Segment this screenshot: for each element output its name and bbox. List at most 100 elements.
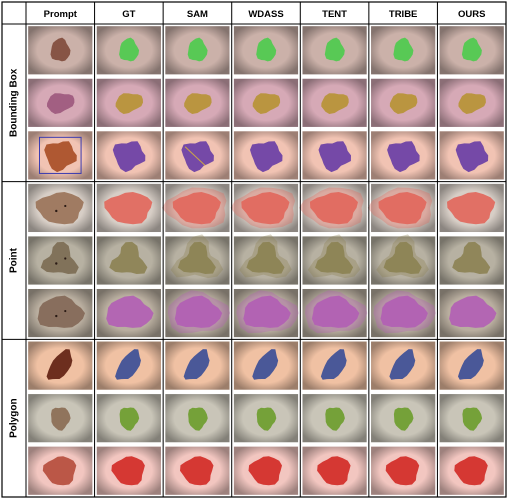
- cell-polygon-r3-wdass: [233, 446, 299, 495]
- segmentation-mask: [119, 37, 140, 62]
- cell-point-r3-tent: [302, 288, 368, 338]
- column-header-wdass: WDASS: [248, 9, 283, 20]
- lesion: [44, 141, 77, 173]
- cell-polygon-r3-tent: [302, 446, 367, 495]
- cell-bounding-box-r2-wdass: [233, 78, 299, 127]
- cell-polygon-r3-sam: [165, 446, 230, 495]
- cell-polygon-r2-prompt: [28, 394, 93, 443]
- lesion: [40, 241, 79, 274]
- segmentation-mask: [383, 241, 422, 274]
- segmentation-mask: [243, 295, 291, 328]
- segmentation-mask: [315, 241, 354, 274]
- cell-point-r3-tribe: [371, 288, 436, 338]
- lesion: [50, 37, 71, 62]
- segmentation-mask: [449, 295, 497, 328]
- segmentation-mask: [457, 349, 484, 380]
- segmentation-mask: [393, 37, 414, 62]
- cell-point-r2-prompt: [28, 236, 93, 285]
- cell-bounding-box-r3-ours: [439, 131, 504, 180]
- segmentation-mask: [455, 141, 489, 173]
- cell-bounding-box-r3-prompt: [28, 131, 93, 180]
- segmentation-mask: [318, 141, 351, 173]
- cell-bounding-box-r1-ours: [439, 26, 504, 75]
- segmentation-mask: [378, 192, 427, 225]
- point-prompt: [64, 309, 67, 313]
- cell-bounding-box-r2-gt: [96, 78, 161, 127]
- cell-polygon-r1-tribe: [371, 341, 436, 390]
- column-header-tribe: TRIBE: [389, 9, 418, 20]
- bounding-box-prompt: [38, 136, 82, 174]
- segmentation-mask: [385, 456, 420, 486]
- cell-point-r3-sam: [165, 288, 231, 338]
- cell-point-r3-ours: [439, 288, 504, 338]
- cell-bounding-box-r3-gt: [96, 131, 161, 180]
- segmentation-mask: [109, 241, 148, 274]
- segmentation-mask: [458, 93, 486, 115]
- cell-point-r2-wdass: [233, 234, 299, 285]
- segmentation-mask: [104, 192, 153, 225]
- column-headers: Prompt GT SAM WDASS TENT TRIBE OURS: [44, 9, 486, 20]
- cell-point-r2-ours: [439, 236, 504, 285]
- lesion: [35, 192, 84, 225]
- cell-bounding-box-r2-sam: [165, 78, 230, 127]
- group-label-polygon: Polygon: [9, 398, 20, 437]
- group-labels: Bounding Box Point Polygon: [9, 68, 20, 438]
- image-cells: [28, 26, 504, 495]
- cell-bounding-box-r1-wdass: [233, 26, 299, 75]
- cell-point-r1-wdass: [230, 183, 299, 233]
- lesion: [46, 93, 75, 115]
- cell-bounding-box-r1-tribe: [371, 26, 436, 75]
- cell-bounding-box-r1-sam: [165, 26, 230, 75]
- segmentation-mask: [250, 141, 283, 173]
- cell-polygon-r2-sam: [165, 394, 230, 443]
- point-prompt: [64, 204, 67, 208]
- segmentation-mask: [252, 349, 279, 380]
- cell-bounding-box-r1-tent: [302, 26, 367, 75]
- cell-point-r1-ours: [439, 183, 504, 233]
- segmentation-mask: [256, 37, 277, 62]
- point-prompt: [55, 262, 58, 265]
- segmentation-mask: [252, 93, 281, 115]
- cell-polygon-r1-gt: [96, 341, 161, 390]
- segmentation-mask: [393, 407, 414, 431]
- cell-polygon-r2-ours: [439, 394, 504, 443]
- cell-polygon-r1-ours: [439, 341, 504, 390]
- column-header-prompt: Prompt: [44, 9, 78, 20]
- segmentation-mask: [380, 295, 428, 328]
- cell-bounding-box-r2-tent: [302, 78, 367, 127]
- cell-point-r2-gt: [96, 236, 161, 285]
- cell-point-r3-wdass: [233, 288, 299, 338]
- group-label-point: Point: [9, 247, 20, 273]
- lesion: [42, 456, 77, 486]
- cell-bounding-box-r2-ours: [439, 78, 504, 127]
- segmentation-mask: [454, 456, 488, 486]
- segmentation-mask: [311, 295, 360, 328]
- cell-polygon-r1-tent: [302, 341, 367, 390]
- cell-polygon-r1-sam: [165, 341, 230, 390]
- lesion: [46, 349, 73, 380]
- segmentation-mask: [184, 93, 212, 115]
- cell-polygon-r3-ours: [439, 446, 504, 495]
- segmentation-mask: [187, 37, 208, 62]
- segmentation-mask: [324, 37, 345, 62]
- cell-polygon-r3-gt: [96, 446, 161, 495]
- segmentation-mask: [111, 456, 145, 486]
- cell-point-r2-tribe: [371, 234, 436, 285]
- segmentation-mask: [172, 192, 221, 225]
- cell-bounding-box-r1-gt: [96, 26, 161, 75]
- cell-point-r3-gt: [96, 288, 161, 338]
- segmentation-mask: [246, 241, 285, 274]
- cell-bounding-box-r3-tent: [302, 131, 367, 180]
- cell-polygon-r1-prompt: [28, 341, 93, 390]
- cell-bounding-box-r1-prompt: [28, 26, 93, 75]
- segmentation-mask: [325, 407, 345, 431]
- cell-point-r1-sam: [161, 183, 230, 233]
- cell-bounding-box-r2-prompt: [28, 78, 93, 127]
- column-header-gt: GT: [122, 9, 135, 20]
- segmentation-mask: [248, 456, 282, 486]
- cell-point-r1-tent: [299, 183, 367, 233]
- segmentation-mask: [115, 93, 144, 115]
- cell-point-r1-tribe: [367, 183, 436, 233]
